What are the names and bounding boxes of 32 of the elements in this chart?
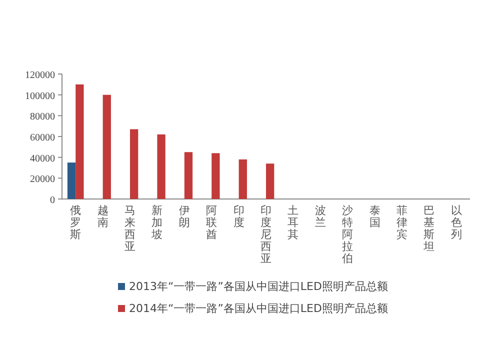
x-tick-label: 土耳其 bbox=[288, 204, 299, 241]
x-tick-label: 印度尼西亚 bbox=[260, 204, 272, 265]
bar bbox=[102, 94, 111, 199]
y-tick-label: 120000 bbox=[25, 70, 55, 81]
bar bbox=[238, 159, 247, 199]
x-tick-label: 新加坡 bbox=[150, 204, 163, 241]
x-tick-label: 波兰 bbox=[314, 204, 326, 229]
x-tick-label: 越南 bbox=[97, 204, 108, 229]
x-tick-label: 印度 bbox=[233, 204, 244, 229]
bar bbox=[212, 153, 220, 199]
x-tick-label: 俄罗斯 bbox=[70, 204, 82, 241]
bar bbox=[266, 164, 274, 199]
bar bbox=[157, 134, 166, 199]
x-tick-label: 以色列 bbox=[450, 204, 462, 241]
x-tick-label: 泰国 bbox=[369, 204, 380, 229]
y-tick-label: 20000 bbox=[30, 174, 55, 186]
x-tick-label: 菲律宾 bbox=[396, 204, 408, 241]
legend-label: 2014年“一带一路”各国从中国进口LED照明产品总额 bbox=[129, 302, 388, 315]
y-tick-label: 80000 bbox=[30, 112, 55, 123]
y-tick-label: 60000 bbox=[30, 132, 55, 144]
bar bbox=[184, 152, 193, 199]
y-tick-label: 0 bbox=[50, 195, 55, 206]
x-tick-label: 阿联酋 bbox=[206, 204, 218, 241]
x-tick-label: 沙特阿拉伯 bbox=[342, 204, 354, 265]
bar bbox=[130, 129, 138, 199]
x-tick-label: 巴基斯坦 bbox=[422, 204, 435, 253]
bar bbox=[76, 84, 84, 199]
x-tick-label: 伊朗 bbox=[178, 204, 190, 229]
y-tick-label: 100000 bbox=[25, 90, 55, 102]
legend-label: 2013年“一带一路”各国从中国进口LED照明产品总额 bbox=[129, 280, 388, 293]
x-tick-label: 马来西亚 bbox=[124, 204, 136, 253]
y-tick-label: 40000 bbox=[30, 153, 55, 164]
